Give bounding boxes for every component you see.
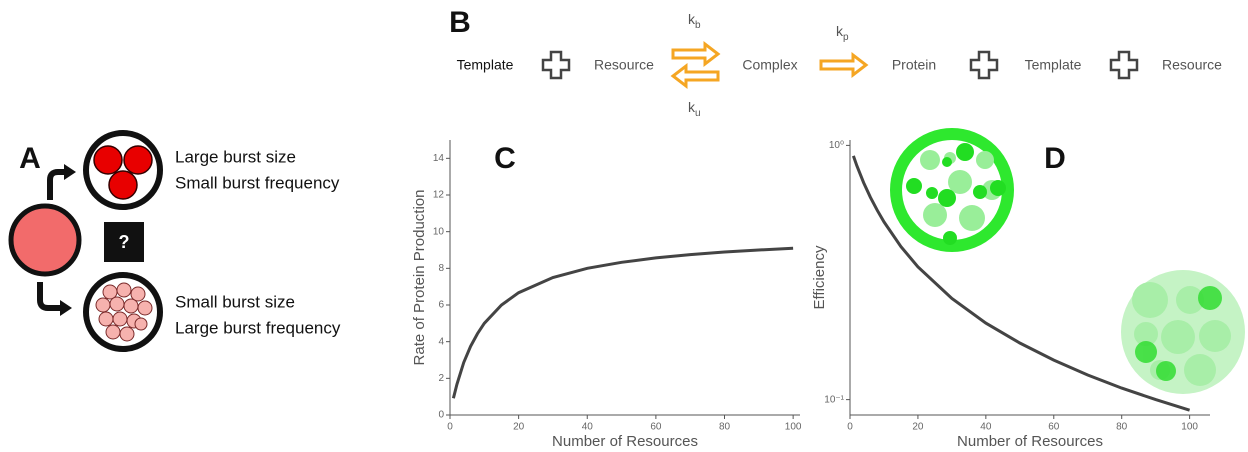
y-tick-label: 10⁻¹ — [824, 394, 844, 405]
species: Resource — [1162, 57, 1222, 73]
rate-constant: kp — [836, 23, 849, 43]
y-tick-label: 4 — [438, 336, 444, 347]
rate-constant: ku — [688, 99, 701, 119]
panel-label: D — [1044, 142, 1066, 175]
y-axis-label: Efficiency — [811, 245, 828, 309]
y-tick-label: 6 — [438, 300, 444, 311]
x-axis-label: Number of Resources — [957, 433, 1103, 450]
species: Template — [457, 57, 514, 73]
species: Template — [1025, 57, 1082, 73]
x-axis-label: Number of Resources — [552, 433, 698, 450]
species: Protein — [892, 57, 936, 73]
arrowhead — [64, 164, 76, 180]
y-tick-label: 14 — [433, 153, 445, 164]
x-tick-label: 40 — [980, 422, 992, 433]
y-tick-label: 2 — [438, 373, 444, 384]
x-tick-label: 80 — [1116, 422, 1128, 433]
x-tick-label: 40 — [582, 422, 594, 433]
y-axis-label: Rate of Protein Production — [411, 190, 428, 366]
arrow — [40, 282, 62, 308]
rate-subscript: p — [843, 32, 849, 43]
outcome-text: Large burst frequency — [175, 318, 341, 337]
x-tick-label: 20 — [513, 422, 525, 433]
cell — [11, 206, 79, 274]
y-tick-label: 10⁰ — [829, 140, 844, 151]
x-tick-label: 60 — [1048, 422, 1060, 433]
species: Complex — [742, 57, 797, 73]
panel-label: B — [449, 6, 471, 39]
rate-subscript: u — [695, 108, 701, 119]
unknown-mark: ? — [119, 232, 130, 252]
outcome-text: Small burst frequency — [175, 173, 340, 192]
x-tick-label: 60 — [650, 422, 662, 433]
x-tick-label: 20 — [912, 422, 924, 433]
arrowhead — [60, 300, 72, 316]
x-tick-label: 80 — [719, 422, 731, 433]
panel-label: C — [494, 142, 516, 175]
outcome-text: Large burst size — [175, 147, 296, 166]
rate-subscript: b — [695, 20, 701, 31]
outcome-text: Small burst size — [175, 292, 295, 311]
curve — [453, 248, 793, 398]
y-tick-label: 10 — [433, 226, 445, 237]
figure: A ? Large burst size Small burst frequen… — [0, 0, 1248, 452]
cell-illustration — [896, 134, 1245, 394]
x-tick-label: 0 — [447, 422, 453, 433]
x-tick-label: 100 — [785, 422, 802, 433]
x-tick-label: 0 — [847, 422, 853, 433]
arrow — [50, 172, 66, 200]
species: Resource — [594, 57, 654, 73]
y-tick-label: 8 — [438, 263, 444, 274]
x-tick-label: 100 — [1181, 422, 1198, 433]
y-tick-label: 0 — [438, 410, 444, 421]
rate-constant: kb — [688, 11, 701, 31]
panel-label: A — [19, 142, 41, 175]
y-tick-label: 12 — [433, 190, 445, 201]
